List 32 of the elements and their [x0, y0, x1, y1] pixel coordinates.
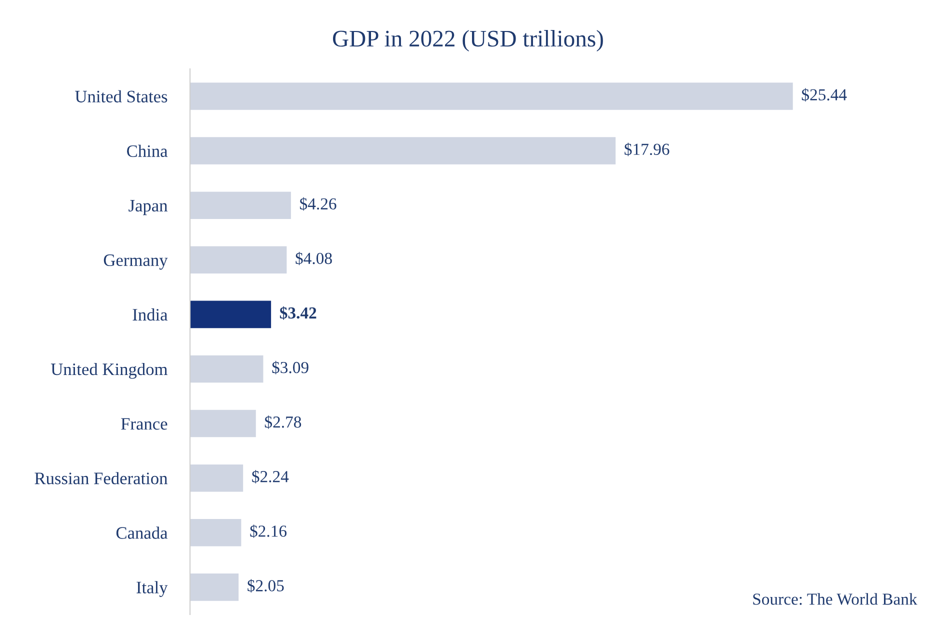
chart-title: GDP in 2022 (USD trillions): [332, 30, 603, 52]
y-tick-label: United States: [75, 90, 168, 102]
y-tick-label: Japan: [128, 200, 168, 216]
y-tick-label: Germany: [104, 254, 168, 270]
annotation: Source: The World Bank: [753, 593, 918, 605]
bar: [190, 519, 242, 546]
bar: [190, 410, 256, 438]
y-tick-label: Canada: [116, 526, 168, 539]
bar: [190, 246, 287, 274]
bar: [190, 355, 264, 383]
data-label: $2.78: [264, 415, 302, 429]
bar: [190, 300, 272, 328]
bar: [190, 574, 239, 601]
data-label: $4.26: [300, 197, 336, 211]
data-label: $3.42: [280, 306, 316, 320]
bar: [190, 464, 244, 492]
y-tick-label: United Kingdom: [50, 362, 168, 379]
data-label: $2.05: [248, 579, 284, 592]
data-label: $2.24: [252, 470, 289, 484]
data-label: $25.44: [802, 88, 847, 102]
bar: [190, 82, 793, 110]
y-tick-label: India: [132, 308, 168, 321]
data-label: $2.16: [250, 524, 287, 538]
y-tick-label: China: [127, 144, 168, 157]
y-tick-label: Russian Federation: [34, 472, 168, 484]
data-label: $3.09: [272, 360, 308, 374]
y-tick-label: France: [121, 418, 168, 430]
data-label: $17.96: [624, 142, 670, 156]
bar: [190, 192, 291, 219]
data-label: $4.08: [296, 252, 332, 266]
y-tick-label: Italy: [136, 581, 168, 597]
bar: [190, 137, 616, 164]
